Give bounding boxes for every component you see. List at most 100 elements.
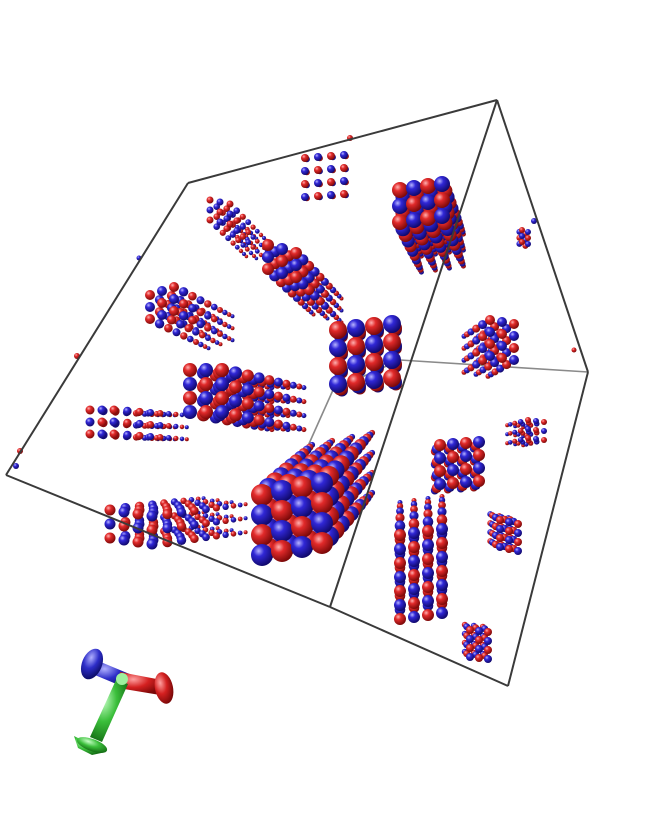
atom-blue bbox=[508, 440, 513, 445]
atom-red bbox=[473, 449, 485, 461]
atom-blue bbox=[478, 320, 488, 330]
atom-blue bbox=[311, 512, 333, 534]
atom-red bbox=[217, 307, 223, 313]
atom-red bbox=[519, 239, 525, 245]
atom-blue bbox=[525, 426, 531, 432]
atom-blue bbox=[276, 267, 288, 279]
atom-red bbox=[156, 434, 164, 441]
atom-red bbox=[478, 356, 488, 366]
atom-red bbox=[466, 626, 474, 634]
atom-blue bbox=[229, 231, 236, 238]
atom-blue bbox=[156, 422, 164, 429]
atom-red bbox=[314, 166, 322, 174]
atom-blue bbox=[229, 394, 242, 408]
atom-blue bbox=[176, 507, 187, 517]
atom-blue bbox=[205, 335, 211, 341]
atom-blue bbox=[473, 462, 485, 474]
atom-blue bbox=[123, 430, 132, 440]
atom-red bbox=[230, 531, 237, 537]
atom-blue bbox=[212, 518, 220, 526]
atom-red bbox=[314, 192, 322, 200]
atom-blue bbox=[198, 341, 204, 348]
atom-red bbox=[301, 399, 307, 405]
atom-blue bbox=[525, 229, 531, 235]
atom-blue bbox=[211, 327, 218, 335]
atom-blue bbox=[146, 433, 155, 441]
atom-red bbox=[188, 291, 197, 301]
atom-blue bbox=[196, 320, 205, 329]
atom-red bbox=[541, 437, 547, 443]
atom-red bbox=[243, 530, 248, 535]
atom-red bbox=[301, 154, 309, 162]
atom-red bbox=[434, 192, 450, 208]
atom-red bbox=[264, 375, 275, 386]
atom-red bbox=[233, 217, 240, 224]
atom-blue bbox=[496, 525, 504, 533]
atom-red bbox=[422, 525, 434, 537]
atom-red bbox=[212, 504, 220, 512]
atom-red bbox=[85, 405, 95, 415]
atom-red bbox=[243, 502, 248, 507]
atom-blue bbox=[233, 207, 240, 214]
atom-red bbox=[206, 216, 214, 224]
atom-red bbox=[252, 254, 256, 258]
atom-blue bbox=[327, 165, 335, 173]
atom-blue bbox=[225, 235, 232, 242]
atom-blue bbox=[291, 536, 313, 558]
atom-blue bbox=[434, 478, 446, 490]
atom-blue bbox=[497, 317, 507, 327]
atom-blue bbox=[436, 523, 448, 535]
atom-red bbox=[239, 233, 246, 240]
atom-red bbox=[484, 646, 492, 654]
atom-blue bbox=[178, 311, 189, 321]
atom-blue bbox=[485, 327, 495, 337]
atom-blue bbox=[422, 539, 434, 551]
atom-blue bbox=[237, 502, 243, 508]
atom-blue bbox=[258, 242, 264, 248]
atom-red bbox=[190, 506, 199, 515]
atom-blue bbox=[97, 405, 107, 415]
atom-blue bbox=[192, 328, 200, 336]
atom-red bbox=[496, 534, 504, 542]
atom-blue bbox=[329, 339, 347, 357]
atom-red bbox=[525, 417, 531, 423]
atom-red bbox=[184, 324, 193, 333]
atom-blue bbox=[179, 412, 185, 418]
atom-red bbox=[132, 536, 144, 548]
atom-blue bbox=[314, 153, 322, 161]
atom-red bbox=[394, 529, 406, 541]
atom-blue bbox=[514, 529, 522, 537]
atom-blue bbox=[519, 233, 525, 239]
atom-red bbox=[327, 152, 335, 160]
atom-red bbox=[340, 190, 348, 198]
atom-red bbox=[169, 306, 179, 316]
atom-blue bbox=[475, 645, 483, 653]
atom-red bbox=[204, 324, 212, 332]
atom-red bbox=[219, 229, 226, 236]
atom-blue bbox=[253, 400, 265, 412]
atom-red bbox=[291, 516, 313, 538]
atom-red bbox=[157, 298, 167, 308]
atom-red bbox=[104, 504, 116, 516]
atom-red bbox=[508, 431, 513, 436]
atom-red bbox=[460, 463, 472, 475]
atom-blue bbox=[406, 180, 422, 196]
atom-blue bbox=[472, 336, 481, 345]
atom-red bbox=[475, 654, 483, 662]
atom-blue bbox=[230, 338, 235, 343]
atom-blue bbox=[422, 567, 434, 579]
atom-blue bbox=[509, 331, 519, 341]
atom-blue bbox=[301, 413, 307, 419]
atom-red bbox=[254, 238, 260, 244]
atom-red bbox=[460, 437, 472, 449]
atom-red bbox=[178, 299, 189, 309]
atom-blue bbox=[178, 287, 189, 297]
atom-blue bbox=[282, 393, 291, 402]
atom-blue bbox=[291, 496, 313, 518]
atom-red bbox=[291, 476, 313, 498]
atom-blue bbox=[340, 151, 348, 159]
atom-blue bbox=[392, 198, 408, 214]
atom-red bbox=[132, 508, 144, 520]
